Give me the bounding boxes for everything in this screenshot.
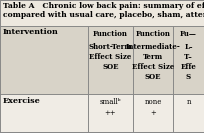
Text: Effect Size: Effect Size: [89, 53, 132, 61]
Bar: [0, 0, 204, 26]
Text: Term: Term: [143, 53, 163, 61]
Text: Function: Function: [93, 30, 128, 38]
Text: Effect Size: Effect Size: [132, 63, 174, 71]
Text: Intermediate-: Intermediate-: [126, 43, 180, 51]
Text: Table A   Chronic low back pain: summary of effects of nonφ: Table A Chronic low back pain: summary o…: [3, 2, 204, 10]
Text: Exercise: Exercise: [3, 97, 41, 105]
Text: Fu—: Fu—: [180, 30, 197, 38]
Bar: [0, 94, 204, 132]
Text: Short-Term: Short-Term: [89, 43, 132, 51]
Text: Function: Function: [136, 30, 170, 38]
Text: n: n: [186, 98, 191, 106]
Text: compared with usual care, placebo, sham, attention control,: compared with usual care, placebo, sham,…: [3, 11, 204, 19]
Text: ++: ++: [105, 109, 116, 117]
Text: Effe: Effe: [181, 63, 196, 71]
Text: T–: T–: [184, 53, 193, 61]
Text: smallᵇ: smallᵇ: [100, 98, 121, 106]
Bar: [0, 26, 204, 94]
Text: SOE: SOE: [102, 63, 119, 71]
Text: SOE: SOE: [145, 73, 161, 81]
Text: +: +: [150, 109, 156, 117]
Text: S: S: [186, 73, 191, 81]
Text: L–: L–: [184, 43, 193, 51]
Text: none: none: [144, 98, 162, 106]
Text: Intervention: Intervention: [3, 28, 59, 36]
